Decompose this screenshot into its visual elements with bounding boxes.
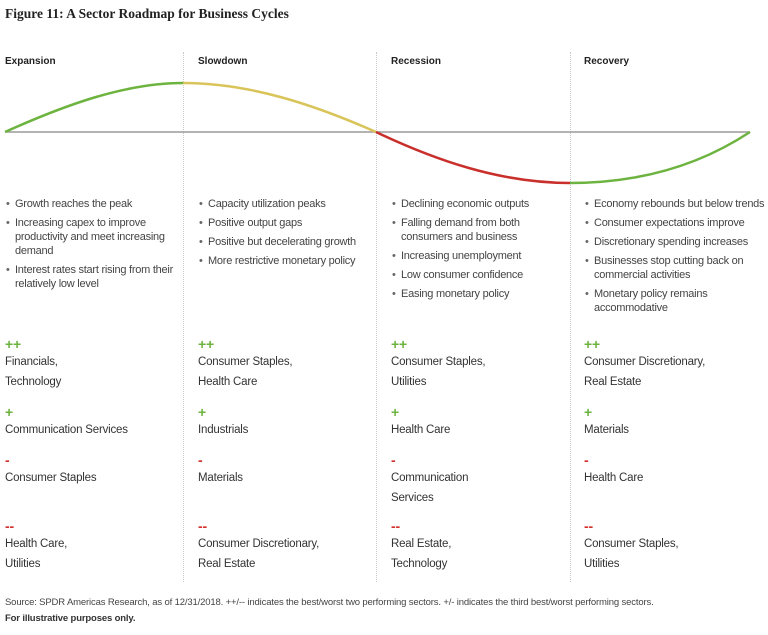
source-note: Source: SPDR Americas Research, as of 12…	[5, 597, 654, 608]
sector-name: Technology	[5, 376, 62, 388]
rating-symbol: ++	[584, 336, 600, 352]
bullet: Capacity utilization peaks	[198, 197, 380, 211]
bullet: Positive but decelerating growth	[198, 235, 380, 249]
sector-name: Health Care	[391, 424, 451, 436]
column: Expansion Growth reaches the peak Increasi…	[5, 56, 185, 586]
rating-symbol: -	[5, 452, 10, 468]
rating-symbol: -	[391, 452, 396, 468]
bullet: Low consumer confidence	[391, 268, 573, 282]
rating-symbol: +	[198, 404, 206, 420]
sector-name: Financials,	[5, 356, 58, 368]
rating-symbol: +	[391, 404, 399, 420]
rating-group: -- Consumer Discretionary, Real Estate	[198, 518, 319, 574]
rating-group: ++ Consumer Staples, Utilities	[391, 336, 486, 392]
business-cycle-curve	[4, 81, 751, 185]
sector-name: Services	[391, 492, 434, 504]
bullet: Easing monetary policy	[391, 287, 573, 301]
rating-group: + Health Care	[391, 404, 450, 440]
rating-group: + Materials	[584, 404, 629, 440]
sector-name: Materials	[198, 472, 243, 484]
bullet: Increasing capex to improve productivity…	[5, 216, 187, 258]
rating-symbol: --	[391, 518, 400, 534]
rating-symbol: -	[198, 452, 203, 468]
illustrative-note: For illustrative purposes only.	[5, 613, 136, 624]
bullet: Positive output gaps	[198, 216, 380, 230]
sector-name: Health Care	[584, 472, 644, 484]
sector-name: Real Estate	[584, 376, 642, 388]
bullet: More restrictive monetary policy	[198, 254, 380, 268]
rating-group: - Health Care	[584, 452, 643, 488]
column: Slowdown Capacity utilization peaks Positi…	[198, 56, 378, 586]
column: Recovery Economy rebounds but below trend…	[584, 56, 766, 586]
sector-name: Health Care,	[5, 538, 68, 550]
sector-name: Consumer Staples,	[584, 538, 679, 550]
sector-name: Consumer Discretionary,	[198, 538, 320, 550]
sector-name: Real Estate	[198, 558, 256, 570]
rating-group: - Communication Services	[391, 452, 468, 508]
sector-name: Consumer Staples	[5, 472, 97, 484]
column-separator	[376, 52, 377, 582]
recession-curve	[375, 130, 571, 185]
rating-symbol: ++	[198, 336, 214, 352]
rating-group: -- Real Estate, Technology	[391, 518, 451, 574]
bullet-list: Growth reaches the peak Increasing capex …	[5, 197, 187, 296]
slowdown-curve	[182, 81, 377, 134]
sector-name: Technology	[391, 558, 448, 570]
sector-name: Industrials	[198, 424, 249, 436]
bullet: Economy rebounds but below trends	[584, 197, 766, 211]
column: Recession Declining economic outputs Falli…	[391, 56, 571, 586]
rating-group: -- Health Care, Utilities	[5, 518, 67, 574]
bullet: Declining economic outputs	[391, 197, 573, 211]
sector-name: Utilities	[391, 376, 427, 388]
sector-name: Communication Services	[5, 424, 128, 436]
column-separator	[570, 52, 571, 582]
bullet: Growth reaches the peak	[5, 197, 187, 211]
phase-header: Recovery	[584, 56, 630, 67]
bullet-list: Declining economic outputs Falling demand…	[391, 197, 573, 306]
sector-name: Utilities	[584, 558, 620, 570]
rating-group: -- Consumer Staples, Utilities	[584, 518, 679, 574]
rating-symbol: --	[198, 518, 207, 534]
figure-title: Figure 11: A Sector Roadmap for Business…	[5, 6, 289, 21]
bullet: Consumer expectations improve	[584, 216, 766, 230]
phase-header: Expansion	[5, 56, 56, 67]
rating-group: + Industrials	[198, 404, 248, 440]
bullet: Discretionary spending increases	[584, 235, 766, 249]
phase-header: Slowdown	[198, 56, 248, 67]
sector-name: Consumer Staples,	[198, 356, 293, 368]
bullet: Increasing unemployment	[391, 249, 573, 263]
sector-name: Consumer Staples,	[391, 356, 486, 368]
rating-symbol: -	[584, 452, 589, 468]
rating-symbol: --	[5, 518, 14, 534]
bullet-list: Economy rebounds but below trends Consume…	[584, 197, 766, 320]
rating-group: - Consumer Staples	[5, 452, 97, 488]
phase-header: Recession	[391, 56, 442, 67]
column-separator	[183, 52, 184, 582]
bullet-list: Capacity utilization peaks Positive outpu…	[198, 197, 380, 273]
sector-name: Real Estate,	[391, 538, 452, 550]
rating-symbol: --	[584, 518, 593, 534]
sector-name: Utilities	[5, 558, 41, 570]
bullet: Interest rates start rising from their r…	[5, 263, 187, 291]
sector-name: Materials	[584, 424, 629, 436]
rating-group: ++ Consumer Staples, Health Care	[198, 336, 293, 392]
rating-group: ++ Consumer Discretionary, Real Estate	[584, 336, 705, 392]
sector-name: Health Care	[198, 376, 258, 388]
rating-symbol: ++	[391, 336, 407, 352]
bullet: Businesses stop cutting back on commerci…	[584, 254, 766, 282]
sector-name: Consumer Discretionary,	[584, 356, 706, 368]
rating-group: + Communication Services	[5, 404, 128, 440]
rating-group: - Materials	[198, 452, 243, 488]
rating-group: ++ Financials, Technology	[5, 336, 61, 392]
rating-symbol: +	[584, 404, 592, 420]
rating-symbol: +	[5, 404, 13, 420]
bullet: Monetary policy remains accommodative	[584, 287, 766, 315]
sector-name: Communication	[391, 472, 469, 484]
expansion-curve	[4, 81, 184, 134]
footer: Source: SPDR Americas Research, as of 12…	[5, 597, 654, 624]
recovery-curve	[569, 130, 751, 185]
bullet: Falling demand from both consumers and b…	[391, 216, 573, 244]
rating-symbol: ++	[5, 336, 21, 352]
